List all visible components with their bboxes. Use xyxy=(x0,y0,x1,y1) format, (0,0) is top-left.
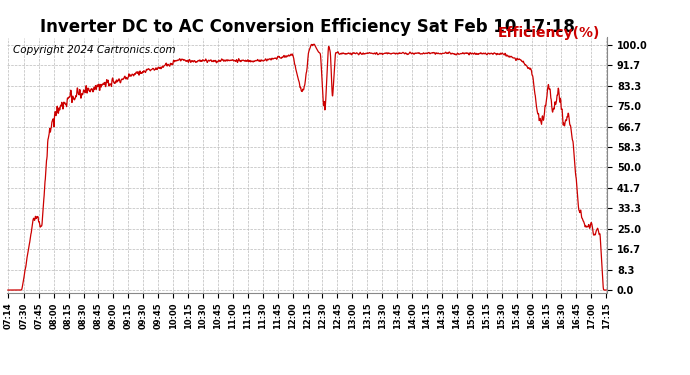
Text: Efficiency(%): Efficiency(%) xyxy=(498,26,600,40)
Text: Copyright 2024 Cartronics.com: Copyright 2024 Cartronics.com xyxy=(13,45,175,55)
Title: Inverter DC to AC Conversion Efficiency Sat Feb 10 17:18: Inverter DC to AC Conversion Efficiency … xyxy=(39,18,575,36)
